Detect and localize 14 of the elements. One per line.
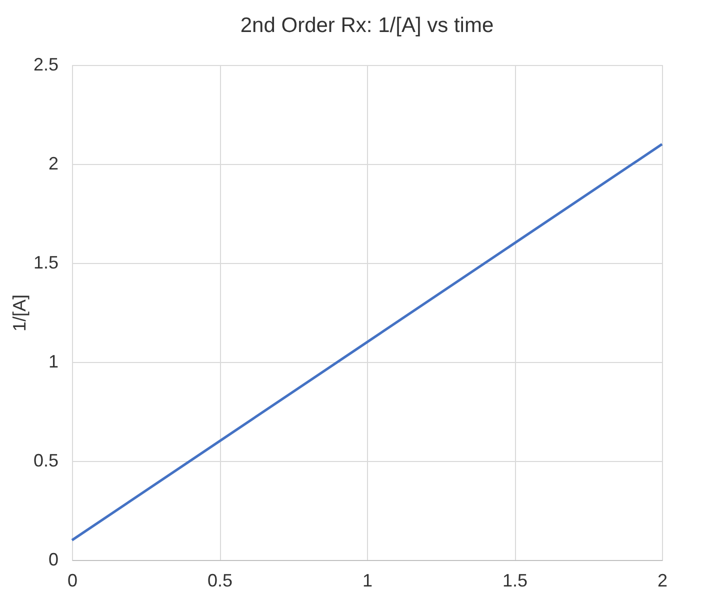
y-tick-label: 0 [48,550,58,570]
x-tick-label: 1.5 [502,570,528,590]
x-tick-label: 2 [657,570,668,590]
chart-title: 2nd Order Rx: 1/[A] vs time [240,14,494,37]
x-tick-label: 0.5 [207,570,233,590]
line-series [70,142,664,542]
y-tick-label: 2 [48,154,58,174]
y-tick-label: 0.5 [33,450,58,470]
y-tick-label: 1 [48,352,58,372]
y-tick-label: 2.5 [33,54,58,74]
x-tick-label: 0 [67,570,78,590]
y-tick-label: 1.5 [33,252,58,272]
x-tick-label: 1 [362,570,373,590]
y-axis-title: 1/[A] [9,294,30,332]
